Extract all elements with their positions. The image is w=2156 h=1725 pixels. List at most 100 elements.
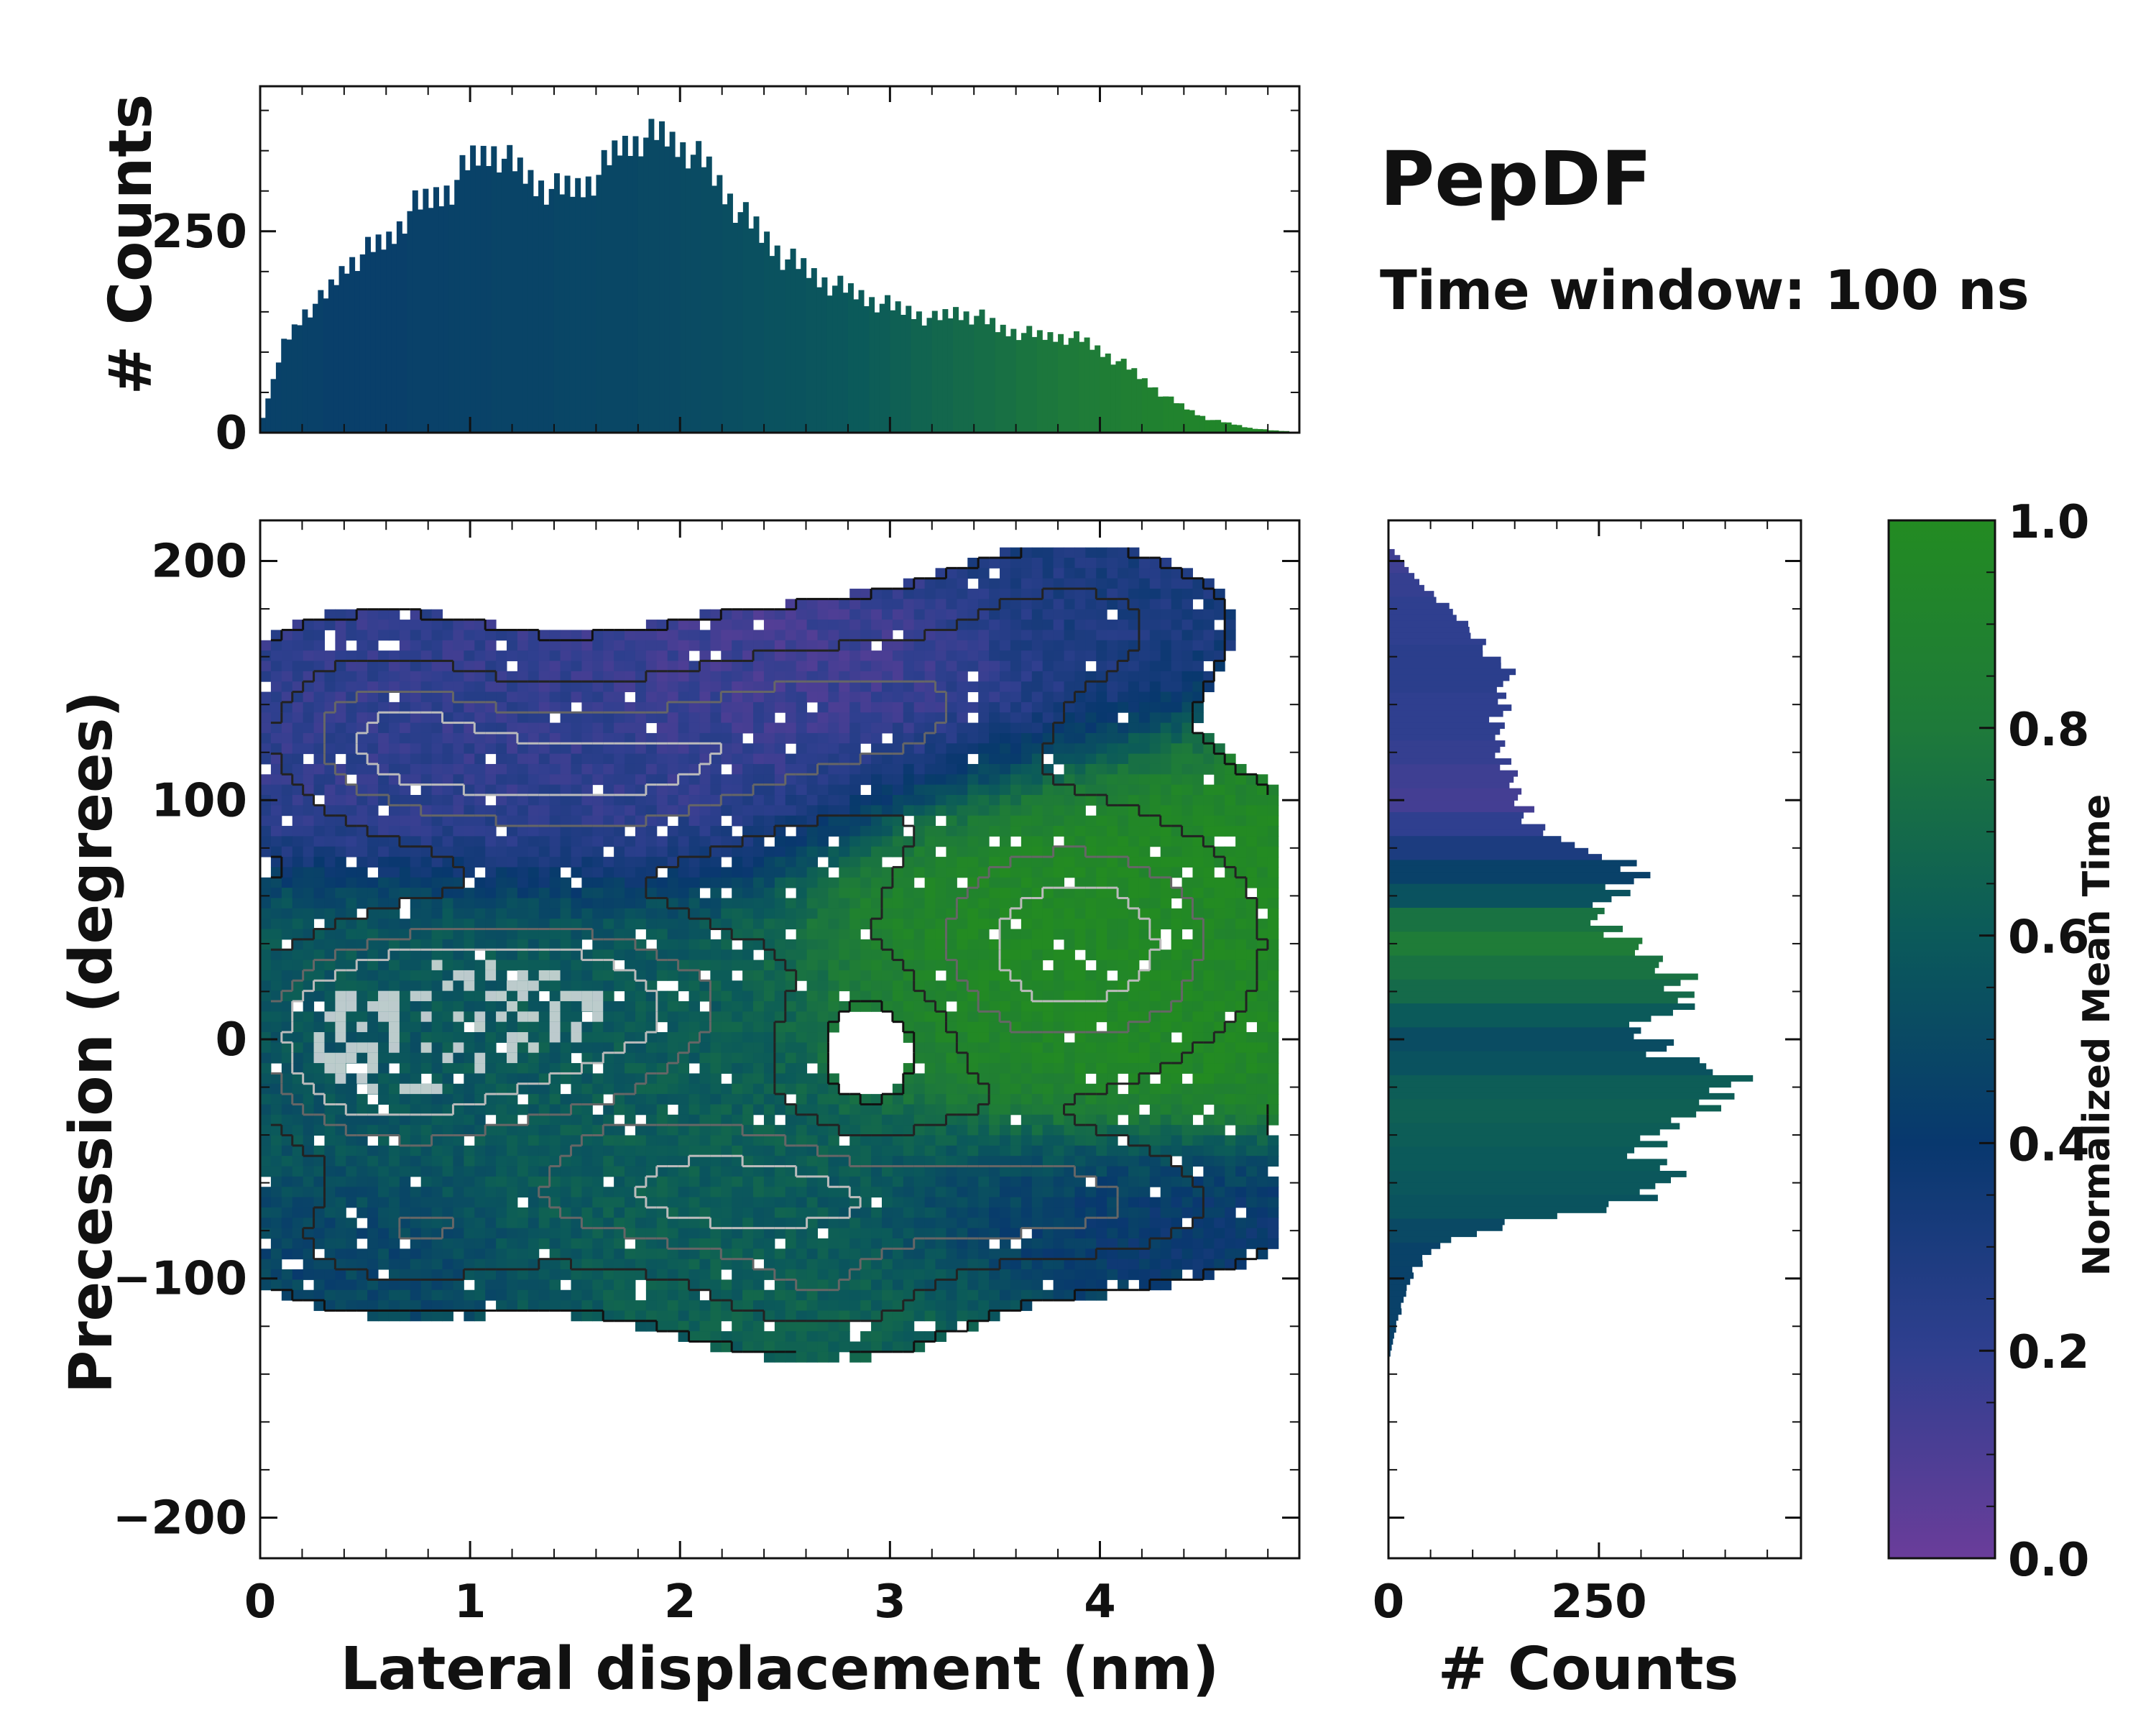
heatmap-cell: [324, 1032, 336, 1043]
heatmap-cell: [517, 795, 529, 806]
heatmap-cell: [410, 836, 422, 847]
heatmap-cell: [281, 630, 293, 641]
heatmap-cell: [849, 763, 861, 775]
heatmap-cell: [431, 795, 443, 806]
heatmap-cell: [817, 795, 829, 806]
heatmap-cell: [1021, 826, 1033, 837]
heatmap-cell: [903, 650, 915, 661]
heatmap-cell: [1181, 589, 1193, 599]
heatmap-cell: [678, 732, 690, 744]
heatmap-cell: [431, 805, 443, 816]
heatmap-cell: [1042, 1000, 1054, 1012]
heatmap-cell: [742, 763, 754, 775]
heatmap-cell: [281, 1000, 293, 1012]
heatmap-cell: [388, 898, 400, 909]
heatmap-cell: [1138, 1063, 1151, 1074]
heatmap-cell: [1235, 1042, 1247, 1054]
heatmap-cell: [603, 1073, 614, 1085]
heatmap-cell: [978, 732, 990, 744]
heatmap-cell: [1181, 877, 1193, 888]
heatmap-cell: [1010, 1032, 1022, 1043]
heatmap-cell: [1235, 784, 1247, 796]
heatmap-cell: [399, 1073, 411, 1085]
heatmap-cell: [1181, 857, 1193, 868]
heatmap-cell: [453, 640, 464, 651]
heatmap-cell: [1267, 1032, 1279, 1043]
heatmap-cell: [989, 722, 1000, 734]
heatmap-cell: [431, 1135, 443, 1146]
heatmap-cell: [431, 815, 443, 827]
heatmap-cell: [849, 1135, 861, 1146]
heatmap-cell: [625, 1000, 636, 1012]
heatmap-cell: [292, 722, 304, 734]
heatmap-cell: [1031, 846, 1044, 857]
heatmap-cell: [763, 640, 775, 651]
heatmap-cell: [367, 795, 379, 806]
heatmap-cell: [946, 589, 957, 599]
heatmap-cell: [549, 784, 561, 796]
heatmap-cell: [892, 609, 904, 620]
heatmap-cell: [828, 990, 839, 1002]
heatmap-cell: [1149, 888, 1161, 898]
heatmap-cell: [420, 795, 433, 806]
heatmap-cell: [335, 784, 346, 796]
heatmap-cell: [614, 805, 625, 816]
heatmap-cell: [367, 774, 379, 786]
heatmap-cell: [1235, 888, 1247, 898]
heatmap-cell: [645, 650, 658, 661]
heatmap-cell: [967, 620, 979, 630]
heatmap-cell: [496, 743, 507, 755]
heatmap-cell: [1214, 1052, 1225, 1064]
heatmap-cell: [485, 1073, 497, 1085]
histogram-bar: [931, 310, 938, 433]
heatmap-cell: [1203, 599, 1215, 610]
heatmap-cell: [485, 1011, 497, 1023]
heatmap-cell: [903, 980, 915, 992]
heatmap-cell: [656, 960, 668, 971]
heatmap-cell: [507, 908, 518, 919]
heatmap-cell: [667, 722, 679, 734]
heatmap-cell: [989, 784, 1000, 796]
heatmap-cell: [270, 712, 282, 724]
heatmap-cell: [292, 929, 304, 940]
heatmap-cell: [742, 980, 754, 992]
heatmap-cell: [656, 671, 668, 682]
heatmap-cell: [989, 1042, 1000, 1054]
heatmap-cell: [903, 908, 915, 919]
heatmap-cell: [978, 671, 990, 682]
heatmap-cell: [710, 609, 722, 620]
heatmap-cell: [1246, 836, 1258, 847]
heatmap-cell: [871, 949, 883, 961]
heatmap-cell: [378, 732, 390, 744]
heatmap-cell: [1042, 1114, 1054, 1126]
heatmap-cell: [1235, 1083, 1247, 1095]
heatmap-cell: [464, 763, 475, 775]
heatmap-cell: [849, 732, 861, 744]
heatmap-cell: [796, 599, 808, 610]
heatmap-cell: [1246, 1094, 1258, 1105]
heatmap-cell: [528, 919, 540, 930]
heatmap-cell: [688, 620, 700, 630]
heatmap-cell: [517, 784, 529, 796]
heatmap-cell: [603, 1032, 614, 1043]
heatmap-cell: [614, 1135, 625, 1146]
heatmap-cell: [592, 630, 604, 641]
heatmap-cell: [1085, 732, 1097, 744]
heatmap-cell: [924, 1083, 936, 1095]
heatmap-cell: [1074, 743, 1086, 755]
heatmap-cell: [346, 826, 357, 837]
heatmap-cell: [1128, 743, 1140, 755]
heatmap-cell: [431, 1052, 443, 1064]
heatmap-cell: [270, 888, 282, 898]
heatmap-cell: [817, 763, 829, 775]
heatmap-cell: [656, 681, 668, 693]
heatmap-cell: [1128, 929, 1140, 940]
heatmap-cell: [946, 1032, 957, 1043]
heatmap-cell: [903, 671, 915, 682]
heatmap-cell: [603, 929, 614, 940]
heatmap-cell: [1064, 599, 1075, 610]
heatmap-cell: [763, 712, 775, 724]
heatmap-cell: [913, 826, 926, 837]
heatmap-cell: [324, 722, 336, 734]
heatmap-cell: [828, 960, 839, 971]
